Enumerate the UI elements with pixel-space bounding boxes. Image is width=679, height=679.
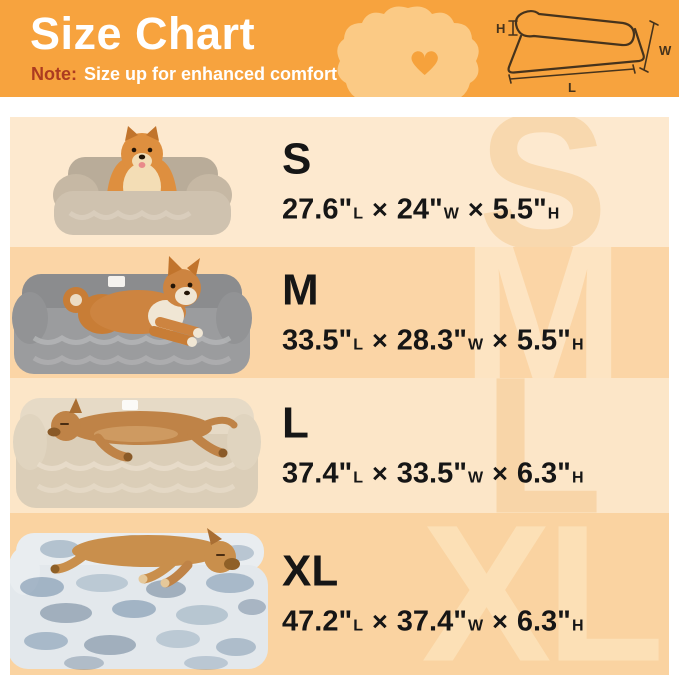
h-measure-line <box>508 20 518 36</box>
times-sign: × <box>492 458 508 488</box>
size-label: M <box>282 265 319 314</box>
times-sign: × <box>492 325 508 355</box>
height-value: 5.5" <box>492 193 547 226</box>
photo-pomeranian-small-bed <box>40 121 245 247</box>
size-row-m: M <box>10 247 669 378</box>
length-unit: L <box>353 469 363 486</box>
dog-head-silhouette <box>337 6 479 97</box>
note-label: Note: <box>31 64 77 84</box>
bed-dimension-diagram: H W L <box>496 9 672 95</box>
size-label: S <box>282 134 312 184</box>
diagram-h-label: H <box>496 21 505 36</box>
height-value: 6.3" <box>516 457 571 489</box>
size-row-xl: XL <box>10 513 669 675</box>
size-rows: S <box>10 117 669 675</box>
times-sign: × <box>371 458 388 488</box>
height-value: 5.5" <box>516 324 571 356</box>
times-sign: × <box>371 194 388 225</box>
height-unit: H <box>547 205 560 223</box>
dog-on-blue-tie-dye-bed-illustration <box>10 528 268 670</box>
length-value: 27.6" <box>282 193 353 226</box>
bed-bolster-outline <box>514 9 636 47</box>
width-unit: W <box>467 617 484 635</box>
times-sign: × <box>492 606 508 637</box>
size-dimensions: 37.4"L × 33.5"W × 6.3"H <box>282 457 584 490</box>
times-sign: × <box>371 325 388 355</box>
w-measure-line <box>639 20 659 73</box>
length-value: 33.5" <box>282 324 353 356</box>
l-measure-line <box>508 64 636 84</box>
dog-on-cream-bed-illustration <box>13 398 261 508</box>
dog-head-heart-icon <box>337 6 479 97</box>
width-unit: W <box>467 469 484 486</box>
size-label: XL <box>282 546 339 596</box>
note-line: Note: Size up for enhanced comfort <box>31 64 337 85</box>
shiba-on-gray-bed-illustration <box>12 256 252 374</box>
note-text: Size up for enhanced comfort <box>84 64 338 84</box>
width-value: 28.3" <box>396 324 467 356</box>
size-info-l: L 37.4"L × 33.5"W × 6.3"H <box>282 401 584 490</box>
width-unit: W <box>443 205 459 223</box>
length-value: 37.4" <box>282 457 353 489</box>
height-unit: H <box>571 469 584 486</box>
height-unit: H <box>571 617 584 635</box>
length-unit: L <box>353 205 363 223</box>
size-dimensions: 33.5"L × 28.3"W × 5.5"H <box>282 324 584 357</box>
times-sign: × <box>467 194 484 225</box>
bed-mat-outline <box>507 27 645 74</box>
size-info-xl: XL 47.2"L × 37.4"W × 6.3"H <box>282 546 584 639</box>
height-unit: H <box>571 336 584 353</box>
photo-dog-blue-bed <box>10 517 274 675</box>
width-value: 37.4" <box>396 605 467 638</box>
width-value: 33.5" <box>396 457 467 489</box>
page-title: Size Chart <box>30 8 256 59</box>
header: Size Chart Note: Size up for enhanced com… <box>0 0 679 97</box>
size-label: L <box>282 398 309 447</box>
length-value: 47.2" <box>282 605 353 638</box>
width-unit: W <box>467 336 484 353</box>
length-unit: L <box>353 617 363 635</box>
length-unit: L <box>353 336 363 353</box>
diagram-w-label: W <box>659 43 672 58</box>
height-value: 6.3" <box>516 605 571 638</box>
size-info-m: M 33.5"L × 28.3"W × 5.5"H <box>282 268 584 357</box>
times-sign: × <box>371 606 388 637</box>
size-dimensions: 47.2"L × 37.4"W × 6.3"H <box>282 606 584 639</box>
size-dimensions: 27.6"L × 24"W × 5.5"H <box>282 194 559 227</box>
heart-icon <box>411 51 438 75</box>
size-row-l: L <box>10 378 669 513</box>
width-value: 24" <box>396 193 443 226</box>
photo-dog-cream-bed <box>12 380 262 513</box>
photo-shiba-gray-bed <box>10 252 255 378</box>
size-row-s: S <box>10 117 669 247</box>
size-info-s: S 27.6"L × 24"W × 5.5"H <box>282 134 559 227</box>
pomeranian-on-beige-bed-illustration <box>53 126 232 235</box>
diagram-l-label: L <box>568 80 576 95</box>
